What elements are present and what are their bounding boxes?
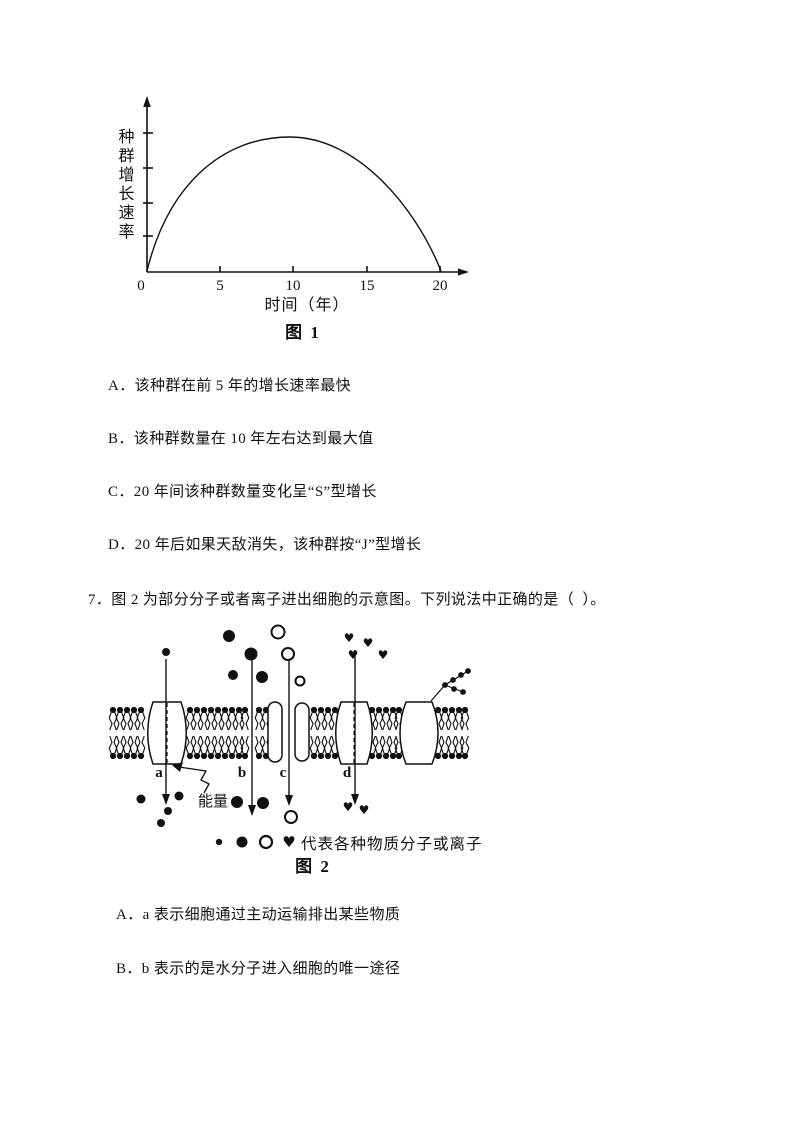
y-axis-label-char: 增 — [118, 166, 135, 184]
axes — [143, 104, 461, 273]
x-axis-title: 时间（年） — [264, 296, 349, 314]
figure-1-population-growth-chart: 种 群 增 长 速 率 0 5 10 15 20 时间（年） 图 1 — [118, 96, 469, 342]
arrow-d-head-icon — [351, 794, 359, 805]
small-solute-dot — [162, 648, 170, 656]
y-axis-label-char: 速 — [118, 204, 135, 222]
label-c: c — [280, 765, 287, 781]
figure2-caption: 图 2 — [295, 857, 331, 876]
heart-icon: ♥ — [359, 803, 370, 817]
q6-option-d: D．20 年后如果天敌消失，该种群按“J”型增长 — [108, 537, 422, 553]
y-axis-label-char: 种 — [118, 128, 135, 146]
y-axis-label-char: 群 — [118, 147, 135, 165]
x-tick-label: 5 — [216, 278, 224, 294]
x-tick-label: 0 — [137, 278, 145, 294]
q6-option-c: C．20 年间该种群数量变化呈“S”型增长 — [108, 484, 377, 500]
legend-text: 代表各种物质分子或离子 — [301, 835, 483, 853]
x-tick-label: 15 — [360, 278, 375, 294]
q6-option-b: B．该种群数量在 10 年左右达到最大值 — [108, 431, 374, 447]
heart-icon: ♥ — [363, 636, 374, 650]
arrow-a-head-icon — [162, 794, 170, 805]
figure1-caption: 图 1 — [285, 323, 321, 342]
channel-protein-c-left — [267, 701, 283, 763]
q7-option-b: B．b 表示的是水分子进入细胞的唯一途径 — [116, 961, 401, 977]
x-axis-arrow-icon — [458, 268, 469, 276]
q7-option-a: A．a 表示细胞通过主动运输排出某些物质 — [116, 907, 401, 923]
x-tick-label: 10 — [286, 278, 301, 294]
transport-b — [223, 630, 269, 816]
arrow-b-head-icon — [248, 805, 256, 816]
label-b: b — [238, 765, 246, 781]
transport-c — [270, 624, 306, 824]
y-axis-label-char: 长 — [118, 185, 135, 203]
x-tick-label: 20 — [433, 278, 448, 294]
heart-icon: ♥ — [282, 833, 295, 851]
energy-label: 能量 — [198, 793, 228, 810]
energy-arrow-icon — [178, 766, 210, 794]
label-a: a — [155, 765, 163, 781]
label-d: d — [343, 765, 352, 781]
channel-protein-c-right — [294, 702, 310, 762]
transport-a: 能量 — [136, 648, 228, 827]
figure-2-membrane-transport-diagram: 能量 ♥ ♥ ♥ ♥ — [108, 624, 483, 876]
transport-d: ♥ ♥ ♥ ♥ ♥ ♥ — [343, 631, 389, 817]
heart-icon: ♥ — [348, 648, 359, 662]
glycoprotein — [399, 701, 439, 765]
y-axis-label-char: 率 — [118, 223, 135, 241]
y-axis-label: 种 群 增 长 速 率 — [118, 128, 135, 241]
heart-icon: ♥ — [378, 648, 389, 662]
q7-stem: 7．图 2 为部分分子或者离子进出细胞的示意图。下列说法中正确的是（ ）。 — [88, 592, 606, 608]
growth-rate-curve — [146, 136, 442, 272]
heart-icon: ♥ — [343, 800, 354, 814]
sugar-chain — [430, 668, 471, 702]
y-axis-arrow-icon — [143, 96, 151, 107]
arrow-c-head-icon — [285, 795, 293, 806]
q6-option-a: A．该种群在前 5 年的增长速率最快 — [108, 378, 352, 394]
heart-icon: ♥ — [344, 631, 355, 645]
figure2-legend: ♥ 代表各种物质分子或离子 — [215, 833, 483, 853]
x-tick-labels: 0 5 10 15 20 — [137, 278, 447, 294]
